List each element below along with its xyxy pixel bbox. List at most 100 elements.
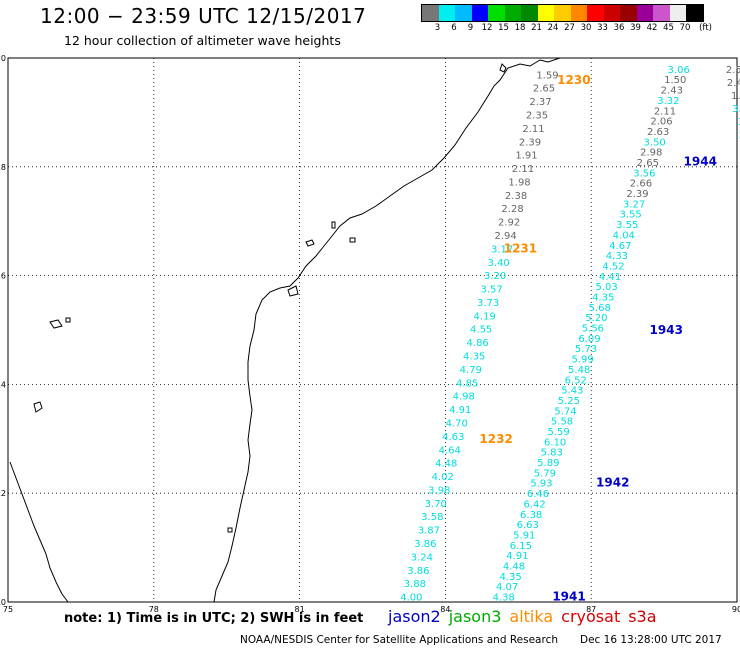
legend-swatch-12 xyxy=(620,5,637,21)
legend-tick-label: 36 xyxy=(613,23,625,33)
legend-tick-label: 15 xyxy=(498,23,509,33)
legend-tick-label: 27 xyxy=(564,23,575,33)
wave-height-label: 6.42 xyxy=(523,499,545,510)
wave-height-label: 6.46 xyxy=(527,489,549,500)
wave-height-label: 2.43 xyxy=(727,78,740,89)
wave-height-label: 2.38 xyxy=(505,191,527,202)
wave-height-label: 5.74 xyxy=(554,406,576,417)
wave-height-label: 3.1 xyxy=(732,104,740,115)
altimeter-track-1: 3.061.502.433.322.112.062.633.502.982.65… xyxy=(493,65,717,604)
wave-height-label: 4.38 xyxy=(493,593,515,604)
legend-tick-label: 9 xyxy=(467,23,474,33)
wave-height-label: 3.57 xyxy=(480,285,502,296)
wave-height-label: 4.55 xyxy=(470,325,492,336)
wave-height-label: 3.70 xyxy=(425,499,447,510)
wave-height-label: 2.39 xyxy=(626,189,648,200)
legend-swatch-11 xyxy=(603,5,620,21)
island-small-a xyxy=(331,221,336,229)
wave-height-label: 4.98 xyxy=(453,392,475,403)
wave-height-label: 4.35 xyxy=(592,293,614,304)
wave-height-label: 4.04 xyxy=(613,230,635,241)
legend-swatch-1 xyxy=(438,5,455,21)
wave-height-label: 2.39 xyxy=(519,137,541,148)
pass-time-label: 1232 xyxy=(479,432,512,446)
wave-height-label: 2.28 xyxy=(501,204,523,215)
satellite-jason2: jason2 xyxy=(388,607,441,626)
legend-swatch-10 xyxy=(587,5,604,21)
wave-height-label: 4.91 xyxy=(506,551,528,562)
wave-height-label: 5.93 xyxy=(530,479,552,490)
wave-height-label: 3.86 xyxy=(414,539,436,550)
legend-tick-label: 18 xyxy=(514,23,526,33)
wave-height-label: 5.99 xyxy=(571,355,593,366)
wave-height-label: 2.65 xyxy=(533,84,555,95)
legend-swatch-15 xyxy=(669,5,686,21)
wave-height-label: 6.10 xyxy=(544,437,566,448)
wave-height-label: 5.03 xyxy=(596,282,618,293)
wave-height-label: 4.52 xyxy=(602,261,624,272)
legend-tick-label: 24 xyxy=(547,23,559,33)
satellite-legend: jason2 jason3 altika cryosat s3a xyxy=(388,607,665,626)
y-tick-label: 10 xyxy=(0,598,6,607)
wave-height-label: 4.67 xyxy=(609,241,631,252)
axis-tick-labels: 75 78 81 84 87 90 20 18 16 14 12 10 xyxy=(0,54,740,614)
wave-height-label: 6.52 xyxy=(565,375,587,386)
wave-height-label: 5.43 xyxy=(561,386,583,397)
wave-height-label: 5.48 xyxy=(568,365,590,376)
legend-tick-label: 30 xyxy=(580,23,592,33)
wave-height-label: 1.98 xyxy=(508,177,530,188)
legend-swatch-5 xyxy=(504,5,521,21)
wave-height-label: 5.56 xyxy=(582,324,604,335)
wave-height-label: 4.70 xyxy=(446,418,468,429)
wave-height-label: 2.94 xyxy=(494,231,516,242)
legend-swatch-16 xyxy=(686,5,703,21)
wave-height-label: 3.40 xyxy=(487,258,509,269)
figure-subtitle: 12 hour collection of altimeter wave hei… xyxy=(64,33,341,48)
island-delta xyxy=(287,285,299,297)
figure-title: 12:00 − 23:59 UTC 12/15/2017 xyxy=(40,4,367,28)
y-tick-label: 12 xyxy=(0,489,6,498)
y-tick-label: 20 xyxy=(0,54,6,63)
wave-height-label: 5.20 xyxy=(585,313,607,324)
legend-swatch-2 xyxy=(455,5,472,21)
legend-tick-label: 39 xyxy=(630,23,641,33)
legend-swatch-8 xyxy=(554,5,571,21)
wave-height-label: 3.50 xyxy=(644,137,666,148)
wave-height-label: 2.43 xyxy=(661,86,683,97)
legend-swatch-9 xyxy=(570,5,587,21)
legend-tick-label: 6 xyxy=(451,23,457,33)
wave-height-label: 3.32 xyxy=(657,96,679,107)
legend-swatch-13 xyxy=(636,5,653,21)
legend-tick-labels: 3 6 9 12 15 18 21 24 27 30 33 36 39 42 45 70 (ft) xyxy=(421,23,740,35)
wave-height-label: 5.25 xyxy=(558,396,580,407)
wave-height-label: 3.27 xyxy=(623,199,645,210)
wave-height-label: 4.63 xyxy=(442,432,464,443)
altimeter-tracks: 1.59 2.65 2.37 2.35 2.11 2.39 1.91 2.11 1.98 2.38… xyxy=(400,65,740,604)
wave-height-label: 2.63 xyxy=(647,127,669,138)
wave-height-label: 1.59 xyxy=(536,70,558,81)
wave-height-label: 4.33 xyxy=(606,251,628,262)
wave-height-label: 4.35 xyxy=(463,352,485,363)
wave-height-label: 4.02 xyxy=(432,472,454,483)
x-tick-label: 78 xyxy=(149,605,159,614)
wave-height-label: 1.91 xyxy=(515,151,537,162)
wave-height-label: 3.24 xyxy=(411,552,433,563)
satellite-altika: altika xyxy=(509,607,554,626)
wave-height-label: 6.09 xyxy=(578,334,600,345)
coastline-mainland xyxy=(213,57,561,603)
legend-tick-label: 33 xyxy=(597,23,608,33)
wave-height-label: 3.55 xyxy=(616,220,638,231)
legend-swatch-3 xyxy=(471,5,488,21)
island-small-c xyxy=(349,237,356,243)
wave-height-label: 5.58 xyxy=(551,417,573,428)
y-tick-label: 18 xyxy=(0,163,6,172)
legend-tick-label: 42 xyxy=(646,23,658,33)
map-frame xyxy=(7,57,738,603)
legend-tick-label: 21 xyxy=(531,23,542,33)
wave-height-label: 2.92 xyxy=(498,218,520,229)
legend-swatch-14 xyxy=(653,5,670,21)
legend-tick-label: 70 xyxy=(679,23,691,33)
wave-height-label: 3 xyxy=(739,130,740,141)
wave-height-label: 5.83 xyxy=(541,448,563,459)
wave-height-label: 2.11 xyxy=(654,106,676,117)
